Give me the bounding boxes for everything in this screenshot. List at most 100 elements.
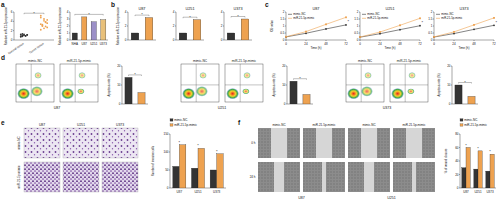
y-tick [175, 12, 176, 13]
legend-swatch [288, 14, 292, 15]
chart: 01234Relative miR-21-5p expressionNHAU87… [58, 6, 108, 45]
y-tick-label: 4 [221, 10, 223, 14]
y-tick [13, 12, 14, 13]
marks [179, 20, 201, 40]
y-axis-label: Apoptosis rate (%) [107, 73, 111, 96]
condition-label: miR-21-5p-mimic [232, 59, 257, 63]
flow-cloud [391, 88, 404, 99]
y-tick [223, 26, 224, 27]
marker [493, 17, 495, 19]
y-tick-label: 20 [447, 64, 451, 68]
quadrant-line [390, 84, 428, 85]
wound-image [303, 128, 345, 158]
cell-label: U373 [383, 106, 392, 110]
y-tick [175, 26, 176, 27]
y-tick [286, 66, 287, 67]
y-tick [223, 40, 224, 41]
y-tick-label: 3 [67, 17, 69, 21]
bar [468, 96, 475, 104]
y-axis-label: Relative miR-21-5p expression [116, 6, 120, 45]
y-tick [285, 12, 286, 13]
marker [473, 28, 475, 30]
transwell-image [102, 162, 138, 192]
x-tick-label: Tumor tissue [28, 41, 45, 54]
column-label: miR-21-5p-mimic [313, 123, 336, 127]
bar [198, 148, 205, 188]
line [434, 25, 494, 37]
significance: * [464, 80, 466, 85]
y-tick [433, 12, 434, 13]
x-tick-label: 0 [359, 42, 361, 46]
bar [91, 22, 96, 40]
y-tick-label: 1 [357, 24, 359, 28]
legend-swatch [460, 124, 463, 127]
y-tick-label: 0.5 [280, 31, 285, 35]
title: U251 [185, 7, 194, 11]
significance: * [348, 19, 350, 24]
title: U251 [385, 7, 394, 11]
marks [131, 18, 153, 40]
y-axis-label: Number of invasive cells [151, 145, 155, 176]
y-tick-label: 4 [11, 19, 13, 23]
line [360, 18, 420, 37]
marker [453, 33, 455, 35]
y-axis [70, 12, 71, 40]
y-tick-label: 4 [173, 10, 175, 14]
wound-gap [322, 162, 326, 192]
x-tick-label: U251 [474, 190, 482, 194]
wound-images: mimic-NCmiR-21-5p-mimicmimic-NCmiR-21-5p… [250, 123, 435, 200]
legend-swatch [288, 18, 292, 19]
y-tick-label: 0 [11, 38, 13, 42]
flow-cloud [31, 86, 43, 97]
quadrant-line [361, 64, 362, 102]
column-label: U87 [39, 123, 45, 127]
y-tick-label: 2 [125, 24, 127, 28]
y-tick [451, 104, 452, 105]
marks [285, 16, 347, 37]
flow-cloud [34, 72, 42, 79]
significance: * [299, 76, 301, 81]
y-tick-label: 0 [457, 186, 459, 190]
quadrant-line [405, 64, 406, 102]
y-tick [169, 134, 170, 135]
x-tick-label: U373 [486, 190, 494, 194]
y-tick [451, 85, 452, 86]
marker [399, 24, 401, 26]
bar [474, 169, 478, 188]
legend-label: miR-21-5p-mimic [174, 123, 197, 127]
flow-cloud [243, 72, 251, 79]
chart: 01020Apoptosis rate (%)* [437, 64, 478, 106]
y-tick-label: 20 [117, 64, 121, 68]
y-tick-label: 0 [284, 102, 286, 106]
quadrant-line [60, 84, 98, 85]
title: U373 [233, 7, 242, 11]
significance: * [141, 12, 143, 17]
y-tick [433, 33, 434, 34]
x-tick-label: Normal tissue [7, 41, 25, 55]
wound-gap [271, 128, 287, 158]
legend-label: miR-21-5p-mimic [293, 16, 315, 20]
y-tick-label: 0 [449, 102, 451, 106]
y-tick-label: 0 [173, 38, 175, 42]
bar [455, 85, 462, 104]
quadrant-line [75, 64, 76, 102]
bar [179, 145, 186, 188]
quadrant-line [240, 64, 241, 102]
y-tick-label: 0.5 [428, 31, 433, 35]
chart: 01020Apoptosis rate (%)* [107, 64, 148, 106]
y-tick-label: 150 [163, 132, 168, 136]
significance: * [489, 149, 491, 154]
x-axis [14, 40, 54, 41]
y-tick [127, 12, 128, 13]
flow-cloud [242, 88, 250, 94]
flow-cloud [196, 86, 208, 97]
chart: 00.511.52U2510244872Time (h)mimic-NCmiR-… [354, 7, 423, 50]
marks [227, 19, 249, 40]
flow-cloud [408, 72, 416, 79]
y-tick [121, 85, 122, 86]
bar [227, 33, 235, 40]
x-tick-label: U87 [81, 42, 87, 46]
y-tick [69, 26, 70, 27]
marks [125, 77, 145, 104]
y-axis-label: Apoptosis rate (%) [437, 73, 441, 96]
